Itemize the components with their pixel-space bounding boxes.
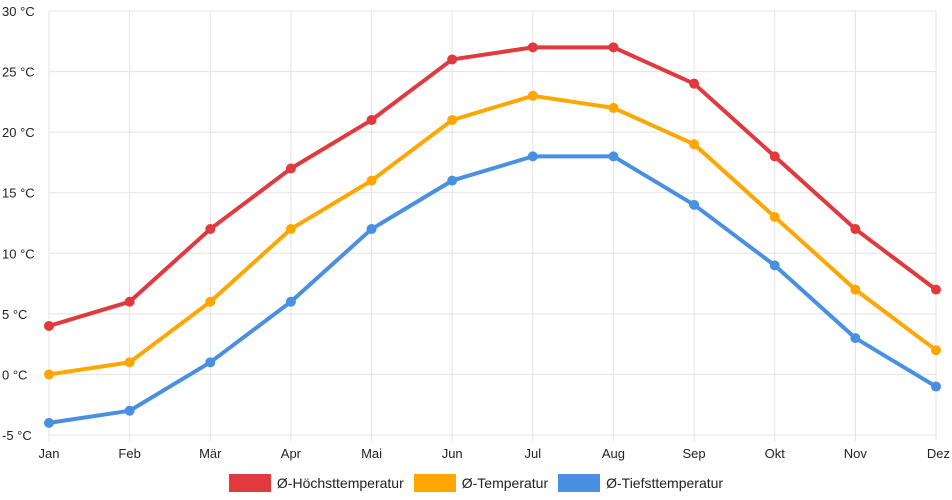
series-layer — [44, 42, 941, 428]
data-point[interactable] — [608, 42, 619, 53]
x-tick-label: Jun — [442, 446, 463, 461]
data-point[interactable] — [205, 357, 216, 368]
data-point[interactable] — [850, 333, 861, 344]
data-point[interactable] — [366, 175, 377, 186]
data-point[interactable] — [527, 151, 538, 162]
data-point[interactable] — [285, 163, 296, 174]
legend-swatch — [558, 474, 601, 492]
legend-item-2[interactable]: Ø-Tiefsttemperatur — [558, 474, 723, 492]
data-point[interactable] — [124, 357, 135, 368]
data-point[interactable] — [447, 175, 458, 186]
y-tick-label: 20 °C — [2, 125, 35, 140]
x-tick-label: Nov — [844, 446, 868, 461]
data-point[interactable] — [689, 139, 700, 150]
x-tick-label: Jul — [525, 446, 542, 461]
y-tick-label: 0 °C — [2, 367, 27, 382]
data-point[interactable] — [44, 369, 54, 380]
data-point[interactable] — [44, 417, 54, 428]
data-point[interactable] — [689, 199, 700, 210]
y-tick-label: 25 °C — [2, 65, 35, 80]
data-point[interactable] — [285, 224, 296, 235]
data-point[interactable] — [769, 260, 780, 271]
data-point[interactable] — [124, 296, 135, 307]
grid — [48, 10, 937, 441]
legend-swatch — [228, 474, 271, 492]
legend: Ø-Höchsttemperatur Ø-Temperatur Ø-Tiefstte… — [0, 472, 952, 494]
data-point[interactable] — [124, 405, 135, 416]
y-tick-label: 5 °C — [2, 307, 27, 322]
legend-label: Ø-Höchsttemperatur — [276, 475, 404, 491]
x-tick-label: Mär — [199, 446, 222, 461]
x-tick-label: Sep — [683, 446, 706, 461]
data-point[interactable] — [769, 211, 780, 222]
data-point[interactable] — [769, 151, 780, 162]
axes: -5 °C 0 °C 5 °C 10 °C 15 °C 20 °C 25 °C 30 °C Ja… — [2, 4, 950, 461]
legend-item-1[interactable]: Ø-Temperatur — [413, 474, 549, 492]
y-tick-label: 10 °C — [2, 246, 35, 261]
x-tick-label: Feb — [118, 446, 140, 461]
x-tick-label: Dez — [927, 446, 950, 461]
x-tick-label: Apr — [281, 446, 302, 461]
data-point[interactable] — [285, 296, 296, 307]
data-point[interactable] — [608, 102, 619, 113]
data-point[interactable] — [205, 296, 216, 307]
series-line-0 — [47, 45, 938, 328]
x-tick-label: Okt — [765, 446, 786, 461]
legend-label: Ø-Temperatur — [461, 475, 549, 491]
legend-item-0[interactable]: Ø-Höchsttemperatur — [228, 474, 404, 492]
legend-swatch — [413, 474, 456, 492]
data-point[interactable] — [527, 90, 538, 101]
data-point[interactable] — [931, 284, 941, 295]
series-line-2 — [47, 154, 938, 425]
data-point[interactable] — [850, 224, 861, 235]
data-point[interactable] — [447, 54, 458, 65]
x-tick-label: Aug — [602, 446, 625, 461]
data-point[interactable] — [850, 284, 861, 295]
data-point[interactable] — [44, 320, 54, 331]
x-tick-label: Jan — [39, 446, 60, 461]
x-tick-label: Mai — [361, 446, 382, 461]
data-point[interactable] — [366, 224, 377, 235]
series-line-1 — [47, 93, 938, 377]
y-tick-label: 15 °C — [2, 186, 35, 201]
data-point[interactable] — [527, 42, 538, 53]
data-point[interactable] — [931, 345, 941, 356]
data-point[interactable] — [447, 115, 458, 126]
data-point[interactable] — [366, 115, 377, 126]
data-point[interactable] — [608, 151, 619, 162]
legend-label: Ø-Tiefsttemperatur — [606, 475, 724, 491]
data-point[interactable] — [689, 78, 700, 89]
data-point[interactable] — [205, 224, 216, 235]
y-tick-label: 30 °C — [2, 4, 35, 19]
y-tick-label: -5 °C — [2, 428, 32, 443]
data-point[interactable] — [931, 381, 941, 392]
